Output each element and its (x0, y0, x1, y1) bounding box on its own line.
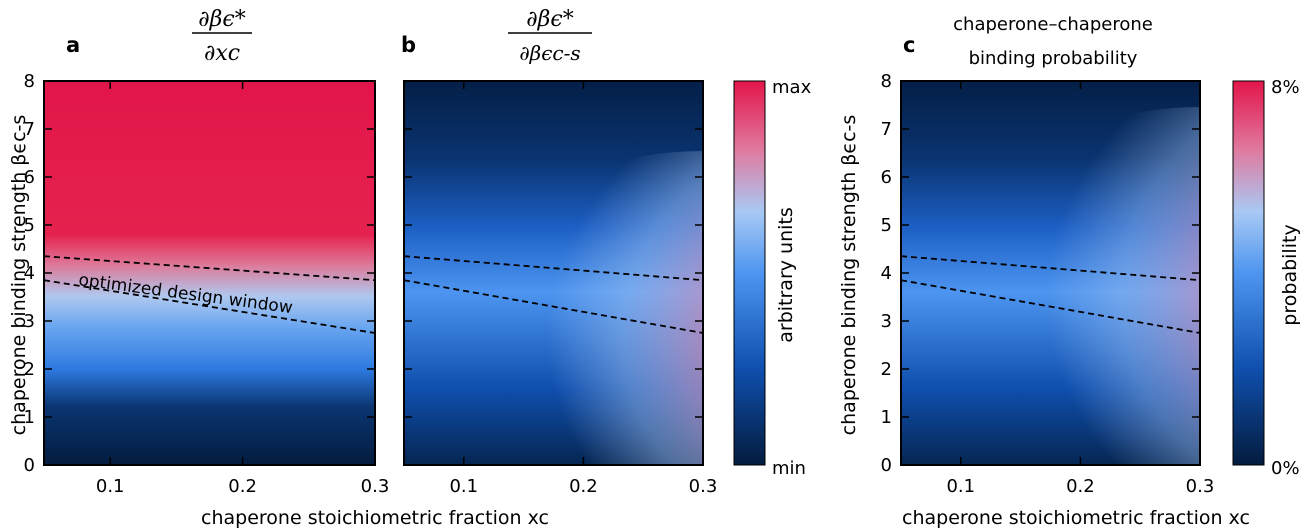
heatmap-a (44, 81, 375, 465)
panel-c-title-line2: binding probability (969, 48, 1138, 69)
y-axis-label-right: chaperone binding strength βϵc-s (838, 115, 860, 436)
colorbar-b-label: arbitrary units (775, 207, 797, 343)
y-tick-label: 1 (24, 407, 35, 428)
y-tick-label: 6 (881, 167, 892, 188)
x-axis-label-left: chaperone stoichiometric fraction xc (201, 507, 549, 529)
y-tick-label: 5 (24, 215, 35, 236)
y-tick-label: 3 (24, 311, 35, 332)
y-tick-label: 2 (881, 359, 892, 380)
design-window-boundary (901, 279, 1200, 334)
design-window-boundary (404, 279, 703, 334)
x-tick-label: 0.3 (361, 476, 390, 497)
panel-b-title-numerator: ∂βϵ* (526, 7, 573, 32)
y-axis-label-left: chaperone binding strength βϵc-s (8, 115, 30, 436)
x-tick-label: 0.2 (569, 476, 598, 497)
design-window-boundary (44, 279, 375, 334)
x-tick-label: 0.3 (689, 476, 718, 497)
heatmap-b (404, 81, 703, 465)
x-tick-label: 0.1 (946, 476, 975, 497)
panel-a-letter: a (66, 33, 80, 57)
y-tick-label: 3 (881, 311, 892, 332)
colorbar-c: 8% 0% probability (1232, 77, 1301, 479)
panel-b-dashed-lines (404, 255, 703, 334)
y-tick-label: 6 (24, 167, 35, 188)
colorbar-b-max: max (772, 77, 812, 98)
y-tick-label: 0 (881, 455, 892, 476)
y-tick-label: 1 (881, 407, 892, 428)
y-tick-label: 8 (24, 71, 35, 92)
colorbar-c-min: 0% (1271, 458, 1300, 479)
y-tick-label: 5 (881, 215, 892, 236)
x-axis-label-right: chaperone stoichiometric fraction xc (902, 507, 1250, 529)
heatmap-c (901, 81, 1200, 465)
y-tick-label: 7 (881, 119, 892, 140)
panel-c-title-line1: chaperone–chaperone (953, 14, 1153, 35)
x-tick-label: 0.1 (449, 476, 478, 497)
x-tick-label: 0.2 (1066, 476, 1095, 497)
panel-c-dashed-lines (901, 255, 1200, 334)
panel-b-title-denominator: ∂βϵc-s (519, 41, 580, 65)
x-tick-label: 0.3 (1186, 476, 1215, 497)
panel-b-ticks: 0.1 0.2 0.3 (404, 80, 718, 497)
panel-c-letter: c (903, 33, 915, 57)
panel-b: b ∂βϵ* ∂βϵc-s 0.1 0.2 0.3 max min arbitrar… (401, 7, 812, 497)
y-tick-label: 8 (881, 71, 892, 92)
panel-a: a ∂βϵ* ∂xc optimized design window 0.1 0.… (24, 7, 390, 497)
panel-b-letter: b (401, 33, 416, 57)
y-tick-label: 4 (24, 263, 35, 284)
y-tick-label: 2 (24, 359, 35, 380)
x-tick-label: 0.1 (96, 476, 125, 497)
y-tick-label: 4 (881, 263, 892, 284)
x-tick-label: 0.2 (228, 476, 257, 497)
panel-c: c chaperone–chaperone binding probabilit… (881, 14, 1301, 497)
colorbar-c-label: probability (1279, 224, 1301, 325)
panel-a-title-denominator: ∂xc (204, 41, 240, 66)
panel-a-title-numerator: ∂βϵ* (198, 7, 245, 32)
colorbar-b: max min arbitrary units (733, 77, 812, 479)
panel-a-dashed-lines (44, 255, 375, 334)
panel-a-ticks: 0.1 0.2 0.3 0 1 2 3 4 5 6 7 8 (24, 71, 390, 497)
y-tick-label: 0 (24, 455, 35, 476)
colorbar-c-max: 8% (1271, 77, 1300, 98)
y-tick-label: 7 (24, 119, 35, 140)
colorbar-b-min: min (772, 458, 806, 479)
panel-c-ticks: 0.1 0.2 0.3 0 1 2 3 4 5 6 7 8 (881, 71, 1215, 497)
design-window-boundary (44, 255, 375, 282)
